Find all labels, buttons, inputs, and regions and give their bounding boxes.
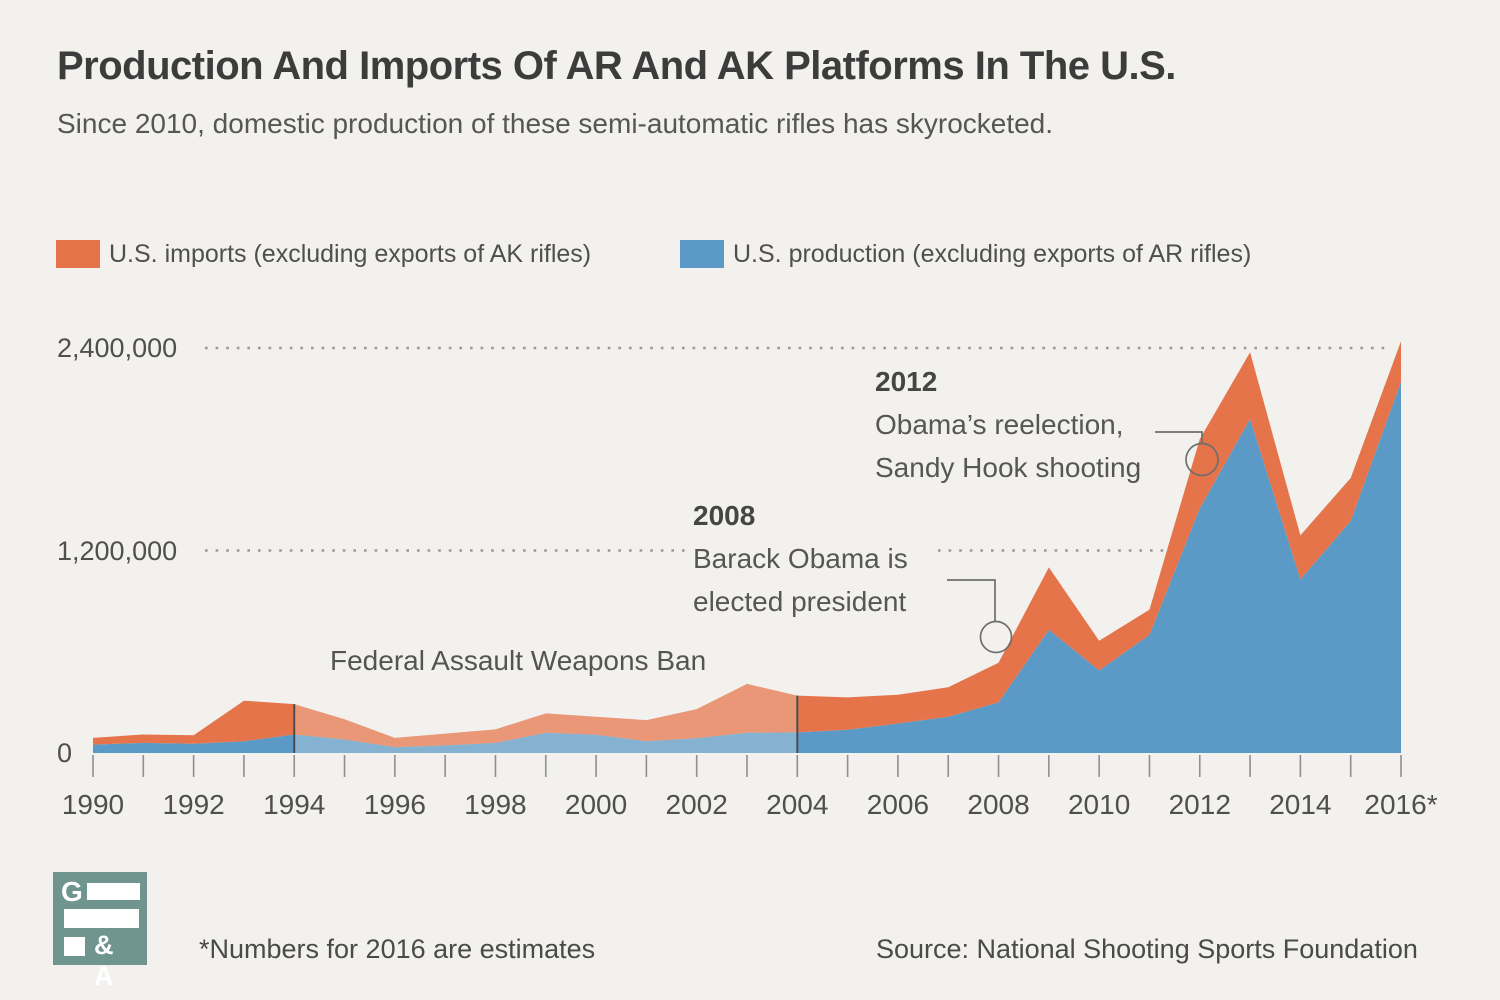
subtitle: Since 2010, domestic production of these… — [57, 108, 1054, 139]
annotation-2012-marker — [1185, 442, 1219, 477]
source-credit: Source: National Shooting Sports Foundat… — [876, 934, 1418, 964]
page-title: Production And Imports Of AR And AK Plat… — [57, 44, 1176, 88]
x-tick-label-1998: 1998 — [464, 789, 527, 820]
y-tick-label-2400000: 2,400,000 — [57, 333, 178, 363]
x-tick-label-1994: 1994 — [263, 789, 326, 820]
x-tick-label-1992: 1992 — [162, 789, 225, 820]
annotation-2008-marker — [979, 620, 1013, 654]
x-tick-label-1996: 1996 — [363, 789, 426, 820]
assault-weapons-ban-label: Federal Assault Weapons Ban — [330, 645, 707, 676]
annotation-2012-year: 2012 — [875, 366, 938, 397]
annotation-2008-line1: Barack Obama is — [693, 543, 908, 574]
area-production-ban-period — [294, 732, 798, 753]
y-tick-label-0: 0 — [57, 738, 73, 768]
y-tick-label-1200000: 1,200,000 — [57, 535, 178, 566]
annotation-2008-line2: elected president — [693, 586, 907, 617]
production-legend-label: U.S. production (excluding exports of AR… — [733, 239, 1252, 268]
x-tick-label-2006: 2006 — [866, 789, 930, 820]
area-imports-ban-period — [294, 683, 798, 748]
area-production-post-ban — [797, 381, 1401, 753]
logo-square-bottom — [64, 937, 85, 956]
imports-legend-label: U.S. imports (excluding exports of AK ri… — [109, 239, 592, 268]
guns-and-america-logo: G & A — [53, 872, 147, 991]
x-tick-label-2008: 2008 — [967, 789, 1030, 820]
x-tick-label-2000: 2000 — [564, 789, 628, 820]
logo-bar-top — [87, 883, 140, 900]
x-tick-label-2016: 2016* — [1364, 789, 1438, 820]
x-tick-label-2002: 2002 — [665, 789, 728, 820]
x-tick-label-1990: 1990 — [61, 789, 125, 820]
annotation-2012: 2012 Obama’s reelection, Sandy Hook shoo… — [875, 360, 1141, 489]
annotation-2012-line1: Obama’s reelection, — [875, 409, 1124, 440]
annotation-2008-connector — [947, 579, 996, 621]
x-tick-label-2010: 2010 — [1067, 789, 1131, 820]
annotation-2012-connector — [1155, 431, 1203, 443]
x-tick-label-2012: 2012 — [1168, 789, 1231, 820]
x-tick-label-2014: 2014 — [1269, 789, 1332, 820]
annotation-2012-line2: Sandy Hook shooting — [875, 452, 1142, 483]
logo-letter-g: G — [61, 876, 83, 907]
logo-bar-middle — [64, 909, 139, 928]
production-legend-swatch — [680, 240, 724, 268]
area-imports-post-ban — [797, 341, 1401, 733]
logo-letters-ga: & A — [94, 930, 117, 991]
annotation-2008: 2008 Barack Obama is elected president — [693, 494, 908, 623]
legend-item-production: U.S. production (excluding exports of AR… — [680, 240, 1251, 268]
estimates-footnote: *Numbers for 2016 are estimates — [199, 934, 596, 964]
legend-item-imports: U.S. imports (excluding exports of AK ri… — [56, 240, 591, 268]
annotation-2008-year: 2008 — [693, 500, 756, 531]
x-tick-label-2004: 2004 — [766, 789, 829, 820]
imports-legend-swatch — [56, 240, 100, 268]
area-imports-pre-ban — [93, 700, 295, 745]
